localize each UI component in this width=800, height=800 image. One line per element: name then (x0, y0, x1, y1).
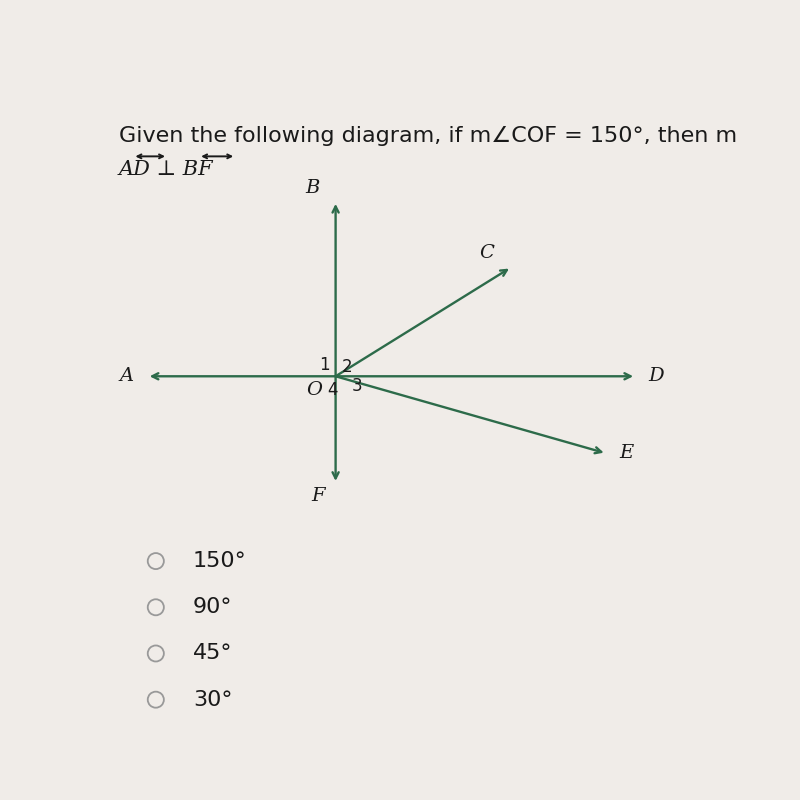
Text: 90°: 90° (193, 598, 233, 618)
Text: 45°: 45° (193, 643, 233, 663)
Text: O: O (306, 381, 322, 399)
Text: D: D (649, 367, 664, 386)
Text: E: E (619, 444, 634, 462)
Text: AD ⊥ BF: AD ⊥ BF (118, 161, 214, 179)
Text: Given the following diagram, if m∠COF = 150°, then m: Given the following diagram, if m∠COF = … (118, 126, 737, 146)
Text: 150°: 150° (193, 551, 246, 571)
Text: 1: 1 (319, 356, 330, 374)
Text: B: B (306, 179, 320, 198)
Text: 30°: 30° (193, 690, 233, 710)
Text: 4: 4 (327, 381, 338, 399)
Text: A: A (120, 367, 134, 386)
Text: F: F (311, 487, 325, 506)
Text: 3: 3 (352, 377, 362, 394)
Text: C: C (478, 244, 494, 262)
Text: 2: 2 (342, 358, 352, 376)
